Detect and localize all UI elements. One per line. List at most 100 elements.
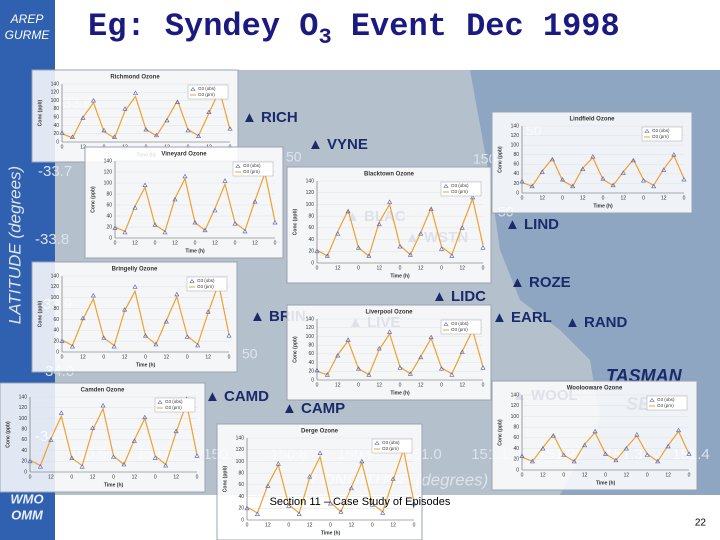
obs-marker <box>529 183 535 189</box>
model-line <box>61 281 230 347</box>
page-number: 22 <box>695 518 707 529</box>
obs-marker <box>101 335 107 340</box>
legend-label: O3 (obs) <box>197 278 215 283</box>
station-label: ▲ RICH <box>242 109 298 126</box>
obs-marker <box>676 427 682 433</box>
y-tick-label: 20 <box>513 457 519 463</box>
legend-label: O3 (obs) <box>451 321 469 326</box>
legend-label: O3 (prn) <box>165 405 182 410</box>
x-tick-label: 0 <box>246 522 249 528</box>
obs-marker <box>651 183 657 189</box>
legend-marker <box>157 399 163 404</box>
obs-marker <box>519 453 525 458</box>
obs-marker <box>449 253 455 258</box>
y-tick-label: 140 <box>511 392 520 398</box>
legend-box <box>187 84 229 100</box>
y-tick-label: 120 <box>19 405 28 411</box>
obs-marker <box>153 341 159 347</box>
legend-label: O3 (obs) <box>165 399 183 404</box>
y-tick-label: 120 <box>511 403 520 409</box>
obs-marker <box>90 97 97 103</box>
obs-marker <box>272 219 278 225</box>
station-label: ▲ LIDC <box>432 288 486 305</box>
obs-marker <box>212 207 218 213</box>
x-tick-label: 0 <box>228 354 231 360</box>
x-axis-label: Time (h) <box>596 480 616 486</box>
obs-marker <box>355 366 362 371</box>
y-tick-label: 0 <box>311 377 314 383</box>
obs-marker <box>397 243 403 249</box>
obs-marker <box>132 284 138 289</box>
legend-label: O3 (prn) <box>451 189 468 194</box>
obs-marker <box>182 173 188 179</box>
model-line <box>114 170 276 233</box>
obs-marker <box>143 126 149 132</box>
x-tick-label: 0 <box>61 144 64 150</box>
obs-marker <box>153 132 160 138</box>
obs-marker <box>428 206 434 211</box>
x-tick-label: 12 <box>80 354 86 360</box>
x-tick-label: 0 <box>316 265 319 271</box>
obs-marker <box>480 245 486 250</box>
station-label: ▲ ROZE <box>510 274 571 291</box>
obs-marker <box>205 309 211 314</box>
x-tick-label: 12 <box>665 472 671 478</box>
obs-marker <box>459 349 465 354</box>
x-tick-label: 0 <box>521 472 524 478</box>
latitude-label: -33.8 <box>35 231 69 248</box>
obs-marker <box>376 346 382 351</box>
x-tick-label: 12 <box>540 472 546 478</box>
x-tick-label: 12 <box>212 240 218 246</box>
x-tick-label: 0 <box>196 474 199 480</box>
y-tick-label: 100 <box>511 414 520 420</box>
obs-marker <box>174 99 181 105</box>
x-tick-label: 0 <box>154 240 157 246</box>
x-tick-label: 12 <box>620 195 626 201</box>
legend-box <box>641 126 683 142</box>
obs-marker <box>407 371 413 376</box>
x-tick-label: 12 <box>132 474 138 480</box>
y-axis-label: Conc (ppb) <box>497 419 503 446</box>
legend-marker <box>649 397 655 402</box>
obs-marker <box>592 428 598 434</box>
obs-marker <box>630 157 636 163</box>
x-tick-label: 0 <box>274 240 277 246</box>
obs-marker <box>90 292 96 298</box>
obs-marker <box>345 337 351 342</box>
x-tick-label: 12 <box>265 522 271 528</box>
x-axis-label: Time (h) <box>185 248 205 254</box>
obs-marker <box>681 176 687 182</box>
obs-marker <box>661 167 667 172</box>
panel-title: Camden Ozone <box>81 388 125 394</box>
panel-title: Richmond Ozone <box>110 75 160 81</box>
legend-label: O3 (obs) <box>657 397 675 402</box>
panel-title: Lindfield Ozone <box>570 117 616 123</box>
x-axis-label: Time (h) <box>321 530 341 536</box>
latitude-label: -33.7 <box>38 163 72 180</box>
obs-marker <box>671 152 677 157</box>
y-tick-label: 140 <box>511 123 520 129</box>
y-tick-label: 40 <box>513 446 519 452</box>
y-tick-label: 80 <box>21 426 27 432</box>
x-tick-label: 0 <box>186 354 189 360</box>
y-tick-label: 20 <box>53 131 59 137</box>
obs-marker <box>665 443 671 449</box>
obs-marker <box>644 452 650 457</box>
x-axis-label: Time (h) <box>104 482 124 488</box>
obs-marker <box>338 509 344 514</box>
y-tick-label: 40 <box>53 123 59 129</box>
legend-label: O3 (obs) <box>198 86 216 91</box>
station-label: ▲ CAMP <box>282 400 345 417</box>
obs-marker <box>100 402 106 408</box>
obs-marker <box>314 367 320 373</box>
y-tick-label: 40 <box>106 213 112 219</box>
x-tick-label: 0 <box>562 472 565 478</box>
obs-marker <box>359 458 365 464</box>
legend-marker <box>190 86 196 91</box>
x-axis-label: Time (h) <box>593 203 613 209</box>
y-axis-label: Conc (ppb) <box>37 99 43 126</box>
y-tick-label: 80 <box>513 152 519 158</box>
